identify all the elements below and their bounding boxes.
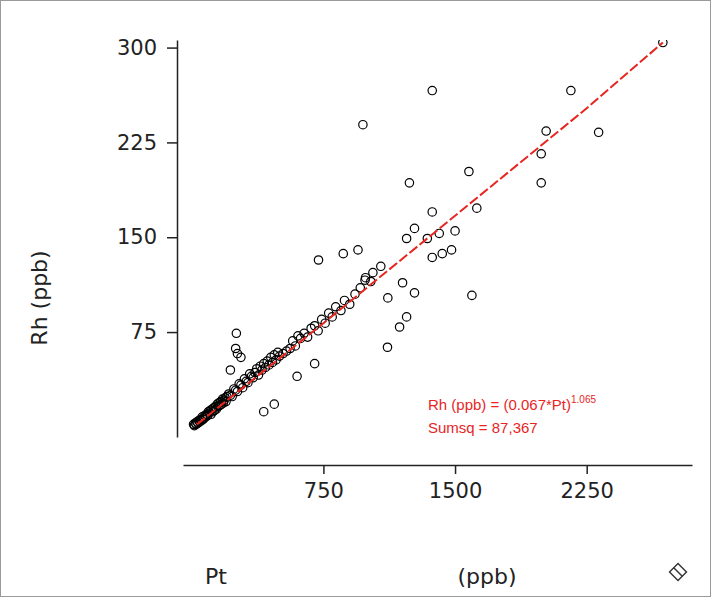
chart-container: 7501500225075150225300Rh (ppb)Pt(ppb)Rh … bbox=[0, 0, 711, 597]
y-axis-line bbox=[177, 41, 179, 438]
annotation-text: Rh (ppb) = (0.067*Pt) bbox=[428, 396, 571, 413]
y-tick-mark bbox=[167, 332, 177, 334]
y-tick: 150 bbox=[117, 225, 177, 249]
x-tick-label: 750 bbox=[304, 479, 344, 503]
data-point bbox=[232, 329, 240, 337]
data-point bbox=[428, 208, 436, 216]
y-tick-mark bbox=[167, 237, 177, 239]
data-point bbox=[314, 256, 322, 264]
corner-icon bbox=[670, 564, 687, 581]
x-axis: 750 1500 2250 bbox=[184, 465, 693, 503]
x-tick: 750 bbox=[304, 465, 344, 503]
x-axis-line bbox=[184, 465, 693, 467]
x-tick-mark bbox=[323, 465, 325, 474]
labels: Rh (ppb) Pt (ppb) Rh (ppb) = (0.067*Pt)1.06… bbox=[27, 250, 596, 589]
data-point bbox=[260, 408, 268, 416]
data-point bbox=[293, 372, 301, 380]
data-point bbox=[359, 121, 367, 129]
plot-area bbox=[189, 40, 667, 430]
annotation-superscript: 1.065 bbox=[571, 394, 596, 405]
x-axis-title: (ppb) bbox=[457, 564, 516, 589]
data-point bbox=[465, 167, 473, 175]
data-point bbox=[237, 353, 245, 361]
x-tick: 2250 bbox=[560, 465, 613, 503]
data-point bbox=[594, 128, 602, 136]
data-point bbox=[402, 313, 410, 321]
y-tick-mark bbox=[167, 47, 177, 49]
annotation: Rh (ppb) = (0.067*Pt)1.065 bbox=[428, 394, 596, 413]
data-point bbox=[438, 249, 446, 257]
y-tick: 300 bbox=[117, 36, 177, 60]
corner-icon-shape bbox=[670, 564, 687, 581]
data-point bbox=[226, 366, 234, 374]
data-point bbox=[405, 179, 413, 187]
data-point bbox=[377, 262, 385, 270]
fit-line bbox=[197, 43, 663, 425]
scatter-series bbox=[189, 40, 667, 430]
y-tick-mark bbox=[167, 142, 177, 144]
data-point bbox=[542, 127, 550, 135]
chart-svg: 7501500225075150225300Rh (ppb)Pt(ppb)Rh … bbox=[0, 0, 711, 597]
x-tick-mark bbox=[455, 465, 457, 474]
data-point bbox=[537, 150, 545, 158]
x-tick-mark bbox=[586, 465, 588, 474]
y-axis: 75 150 225 300 bbox=[117, 36, 178, 438]
annotation-text: Sumsq = 87,367 bbox=[428, 419, 538, 436]
data-point bbox=[447, 246, 455, 254]
data-point bbox=[270, 400, 278, 408]
x-tick: 1500 bbox=[429, 465, 482, 503]
data-point bbox=[473, 204, 481, 212]
data-point bbox=[428, 86, 436, 94]
data-point bbox=[384, 294, 392, 302]
y-axis-title: Rh (ppb) bbox=[27, 250, 52, 345]
data-point bbox=[339, 249, 347, 257]
data-point bbox=[402, 234, 410, 242]
data-point bbox=[398, 279, 406, 287]
data-point bbox=[451, 227, 459, 235]
data-point bbox=[231, 344, 239, 352]
corner-icon-line bbox=[674, 568, 682, 576]
y-tick: 225 bbox=[117, 131, 177, 155]
y-tick-label: 75 bbox=[130, 320, 157, 344]
background bbox=[1, 1, 711, 597]
data-point bbox=[468, 291, 476, 299]
annotation: Sumsq = 87,367 bbox=[428, 419, 538, 436]
y-tick-label: 300 bbox=[117, 36, 157, 60]
y-tick-label: 225 bbox=[117, 131, 157, 155]
data-point bbox=[395, 323, 403, 331]
y-tick: 75 bbox=[130, 320, 177, 344]
data-point bbox=[383, 343, 391, 351]
data-point bbox=[428, 253, 436, 261]
data-point bbox=[537, 179, 545, 187]
data-point bbox=[567, 86, 575, 94]
y-tick-label: 150 bbox=[117, 225, 157, 249]
x-tick-label: 2250 bbox=[560, 479, 613, 503]
data-point bbox=[410, 224, 418, 232]
data-point bbox=[361, 276, 369, 284]
data-point bbox=[310, 359, 318, 367]
x-tick-label: 1500 bbox=[429, 479, 482, 503]
data-point bbox=[288, 337, 296, 345]
x-axis-title: Pt bbox=[205, 564, 227, 589]
data-point bbox=[369, 268, 377, 276]
data-point bbox=[354, 246, 362, 254]
data-point bbox=[410, 289, 418, 297]
